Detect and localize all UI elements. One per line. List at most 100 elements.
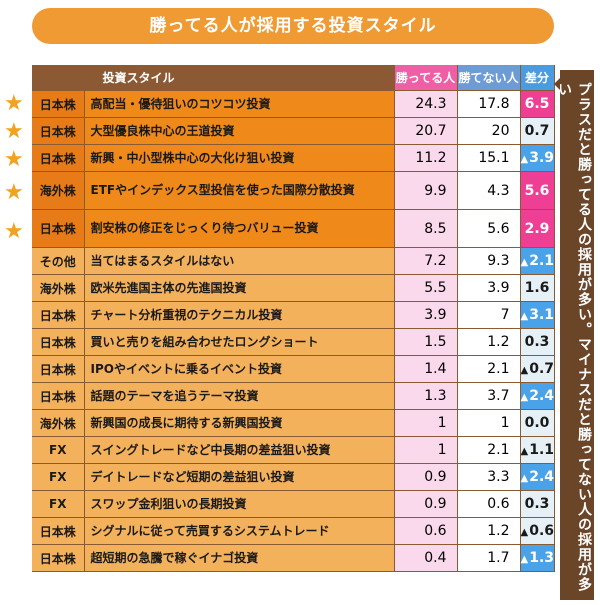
diff-value-cell: ▲1.3 [520, 544, 555, 572]
style-cell: 買いと売りを組み合わせたロングショート [84, 328, 395, 356]
diff-value-cell: ▲3.1 [520, 301, 555, 329]
table-row: 日本株 チャート分析重視のテクニカル投資 3.9 7 ▲3.1 [32, 301, 555, 329]
category-cell: 日本株 [32, 301, 85, 329]
diff-value-cell: 6.5 [520, 90, 555, 118]
win-value-cell: 1 [394, 409, 458, 437]
style-cell: デイトレードなど短期の差益狙い投資 [84, 463, 395, 491]
diff-value-cell: ▲0.6 [520, 517, 555, 545]
style-cell: 欧米先進国主体の先進国投資 [84, 274, 395, 302]
win-value-cell: 7.2 [394, 247, 458, 275]
negative-triangle-icon: ▲ [520, 392, 529, 403]
diff-value-cell: 1.6 [520, 274, 555, 302]
win-value-cell: 24.3 [394, 90, 458, 118]
category-cell: FX [32, 490, 85, 518]
category-cell: 日本株 [32, 209, 85, 248]
diff-value-cell: ▲3.9 [520, 144, 555, 172]
table-row: 日本株 話題のテーマを追うテーマ投資 1.3 3.7 ▲2.4 [32, 382, 555, 410]
win-value-cell: 1.5 [394, 328, 458, 356]
diff-value: 3.9 [529, 150, 555, 166]
lose-value-cell: 7 [457, 301, 521, 329]
category-header [32, 65, 85, 91]
win-value-cell: 3.9 [394, 301, 458, 329]
chart-title: 勝ってる人が採用する投資スタイル [32, 8, 554, 44]
win-value-cell: 0.9 [394, 490, 458, 518]
negative-triangle-icon: ▲ [520, 154, 529, 165]
style-cell: 高配当・優待狙いのコツコツ投資 [84, 90, 395, 118]
win-value-cell: 11.2 [394, 144, 458, 172]
win-header: 勝ってる人 [394, 65, 458, 91]
win-value-cell: 0.6 [394, 517, 458, 545]
lose-value-cell: 1 [457, 409, 521, 437]
style-cell: ETFやインデックス型投信を使った国際分散投資 [84, 171, 395, 210]
diff-value: 2.1 [529, 253, 555, 269]
style-header: 投資スタイル [84, 65, 395, 91]
table-body: 日本株 高配当・優待狙いのコツコツ投資 24.3 17.8 6.5 日本株 大型優良株中心の… [32, 90, 555, 572]
star-icon: ★ [4, 90, 24, 116]
category-cell: FX [32, 436, 85, 464]
category-cell: 日本株 [32, 382, 85, 410]
diff-value-cell: ▲1.1 [520, 436, 555, 464]
lose-value-cell: 1.2 [457, 517, 521, 545]
table-row: 海外株 ETFやインデックス型投信を使った国際分散投資 9.9 4.3 5.6 [32, 171, 555, 210]
table-row: 日本株 新興・中小型株中心の大化け狙い投資 11.2 15.1 ▲3.9 [32, 144, 555, 172]
lose-value-cell: 9.3 [457, 247, 521, 275]
diff-value-cell: ▲2.1 [520, 247, 555, 275]
category-cell: FX [32, 463, 85, 491]
negative-triangle-icon: ▲ [520, 554, 529, 565]
diff-value-cell: 0.3 [520, 490, 555, 518]
style-cell: シグナルに従って売買するシステムトレード [84, 517, 395, 545]
star-icon: ★ [4, 118, 24, 144]
style-cell: スイングトレードなど中長期の差益狙い投資 [84, 436, 395, 464]
diff-value: 0.0 [524, 415, 550, 431]
star-icon: ★ [4, 180, 24, 205]
diff-value: 1.1 [529, 442, 555, 458]
table-row: FX スワップ金利狙いの長期投資 0.9 0.6 0.3 [32, 490, 555, 518]
table-row: 日本株 超短期の急騰で稼ぐイナゴ投資 0.4 1.7 ▲1.3 [32, 544, 555, 572]
table-row: 海外株 欧米先進国主体の先進国投資 5.5 3.9 1.6 [32, 274, 555, 302]
diff-value: 0.6 [529, 523, 555, 539]
lose-value-cell: 3.3 [457, 463, 521, 491]
category-cell: 日本株 [32, 90, 85, 118]
lose-value-cell: 17.8 [457, 90, 521, 118]
category-cell: 日本株 [32, 355, 85, 383]
win-value-cell: 1.3 [394, 382, 458, 410]
negative-triangle-icon: ▲ [520, 473, 529, 484]
diff-value: 1.6 [524, 280, 550, 296]
negative-triangle-icon: ▲ [520, 527, 529, 538]
side-note-text: プラスだと勝ってる人の採用が多い。マイナスだと勝ってない人の採用が多い [556, 82, 592, 592]
win-value-cell: 5.5 [394, 274, 458, 302]
star-icon: ★ [4, 146, 24, 172]
win-value-cell: 0.9 [394, 463, 458, 491]
win-value-cell: 9.9 [394, 171, 458, 210]
style-table: 投資スタイル 勝ってる人 勝てない人 差分 日本株 高配当・優待狙いのコツコツ投資… [32, 65, 555, 572]
diff-value: 3.1 [529, 307, 555, 323]
category-cell: 海外株 [32, 171, 85, 210]
lose-value-cell: 1.7 [457, 544, 521, 572]
style-cell: 新興・中小型株中心の大化け狙い投資 [84, 144, 395, 172]
win-value-cell: 1 [394, 436, 458, 464]
win-value-cell: 8.5 [394, 209, 458, 248]
diff-value: 0.7 [529, 361, 555, 377]
style-cell: 新興国の成長に期待する新興国投資 [84, 409, 395, 437]
style-cell: 話題のテーマを追うテーマ投資 [84, 382, 395, 410]
negative-triangle-icon: ▲ [520, 257, 529, 268]
category-cell: 海外株 [32, 274, 85, 302]
lose-value-cell: 1.2 [457, 328, 521, 356]
diff-value: 2.4 [529, 469, 555, 485]
table-row: 日本株 IPOやイベントに乗るイベント投資 1.4 2.1 ▲0.7 [32, 355, 555, 383]
style-cell: 当てはまるスタイルはない [84, 247, 395, 275]
diff-value: 0.3 [524, 496, 550, 512]
diff-value: 0.3 [524, 334, 550, 350]
lose-value-cell: 15.1 [457, 144, 521, 172]
win-value-cell: 1.4 [394, 355, 458, 383]
side-note-arrow [554, 78, 560, 90]
category-cell: 日本株 [32, 517, 85, 545]
lose-header: 勝てない人 [457, 65, 521, 91]
win-value-cell: 0.4 [394, 544, 458, 572]
category-cell: 日本株 [32, 544, 85, 572]
lose-value-cell: 3.7 [457, 382, 521, 410]
diff-value-cell: ▲0.7 [520, 355, 555, 383]
table-row: 日本株 高配当・優待狙いのコツコツ投資 24.3 17.8 6.5 [32, 90, 555, 118]
table-header-row: 投資スタイル 勝ってる人 勝てない人 差分 [32, 65, 555, 91]
diff-value: 0.7 [524, 123, 550, 139]
